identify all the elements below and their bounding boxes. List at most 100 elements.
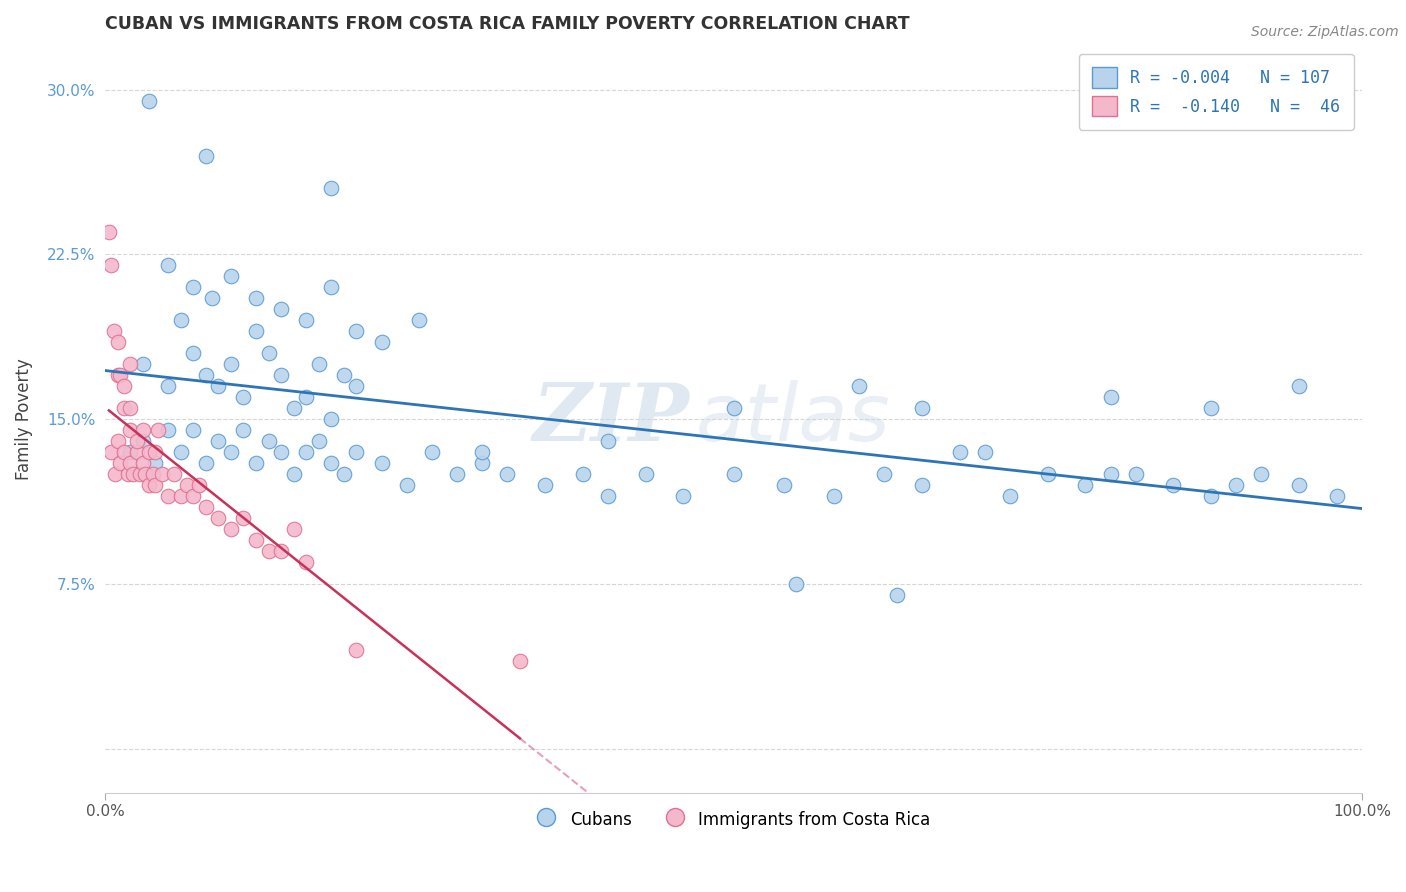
Point <box>420 445 443 459</box>
Point <box>156 489 179 503</box>
Point <box>142 467 165 481</box>
Point <box>270 445 292 459</box>
Point <box>1036 467 1059 481</box>
Point <box>308 357 330 371</box>
Point <box>723 467 745 481</box>
Point <box>998 489 1021 503</box>
Point <box>1099 390 1122 404</box>
Point <box>207 379 229 393</box>
Point <box>370 335 392 350</box>
Point <box>949 445 972 459</box>
Point <box>283 522 305 536</box>
Point <box>911 401 934 416</box>
Point <box>1288 379 1310 393</box>
Point <box>333 368 356 383</box>
Point <box>132 434 155 449</box>
Point <box>270 302 292 317</box>
Point <box>1163 478 1185 492</box>
Point <box>176 478 198 492</box>
Point <box>321 412 343 426</box>
Legend: Cubans, Immigrants from Costa Rica: Cubans, Immigrants from Costa Rica <box>530 803 938 837</box>
Point <box>219 357 242 371</box>
Point <box>120 357 142 371</box>
Point <box>257 544 280 558</box>
Point <box>346 643 368 657</box>
Point <box>283 401 305 416</box>
Point <box>1199 489 1222 503</box>
Point <box>446 467 468 481</box>
Point <box>145 478 167 492</box>
Point <box>395 478 418 492</box>
Point <box>1288 478 1310 492</box>
Point <box>145 445 167 459</box>
Point <box>321 181 343 195</box>
Point <box>194 148 217 162</box>
Point <box>471 456 494 470</box>
Y-axis label: Family Poverty: Family Poverty <box>15 359 32 480</box>
Point <box>571 467 593 481</box>
Point <box>295 555 318 569</box>
Point <box>295 390 318 404</box>
Point <box>138 94 160 108</box>
Point <box>103 324 125 338</box>
Point <box>346 324 368 338</box>
Point <box>97 226 120 240</box>
Text: ZIP: ZIP <box>533 380 689 458</box>
Point <box>125 445 148 459</box>
Point <box>346 445 368 459</box>
Point <box>219 445 242 459</box>
Point <box>132 423 155 437</box>
Point <box>911 478 934 492</box>
Point <box>974 445 997 459</box>
Point <box>117 467 139 481</box>
Point <box>785 577 807 591</box>
Point <box>120 423 142 437</box>
Point <box>129 467 152 481</box>
Point <box>169 445 191 459</box>
Point <box>107 335 129 350</box>
Point <box>1326 489 1348 503</box>
Point <box>121 467 143 481</box>
Point <box>112 379 135 393</box>
Point <box>181 489 204 503</box>
Point <box>672 489 695 503</box>
Point <box>873 467 896 481</box>
Point <box>1225 478 1247 492</box>
Point <box>169 313 191 327</box>
Point <box>169 489 191 503</box>
Point <box>596 434 619 449</box>
Point <box>772 478 794 492</box>
Point <box>257 434 280 449</box>
Point <box>194 456 217 470</box>
Point <box>120 401 142 416</box>
Point <box>120 445 142 459</box>
Point <box>163 467 186 481</box>
Point <box>723 401 745 416</box>
Point <box>107 434 129 449</box>
Point <box>848 379 870 393</box>
Point <box>181 280 204 294</box>
Point <box>321 280 343 294</box>
Point <box>112 445 135 459</box>
Point <box>308 434 330 449</box>
Text: Source: ZipAtlas.com: Source: ZipAtlas.com <box>1251 25 1399 39</box>
Point <box>408 313 430 327</box>
Point <box>634 467 657 481</box>
Point <box>1125 467 1147 481</box>
Point <box>146 423 169 437</box>
Point <box>201 291 224 305</box>
Point <box>370 456 392 470</box>
Point <box>138 478 160 492</box>
Point <box>156 423 179 437</box>
Point <box>245 533 267 547</box>
Point <box>181 346 204 360</box>
Point <box>132 456 155 470</box>
Point <box>295 313 318 327</box>
Point <box>509 654 531 668</box>
Point <box>125 434 148 449</box>
Point <box>145 456 167 470</box>
Point <box>134 467 156 481</box>
Point <box>100 258 122 272</box>
Point <box>219 522 242 536</box>
Point <box>346 379 368 393</box>
